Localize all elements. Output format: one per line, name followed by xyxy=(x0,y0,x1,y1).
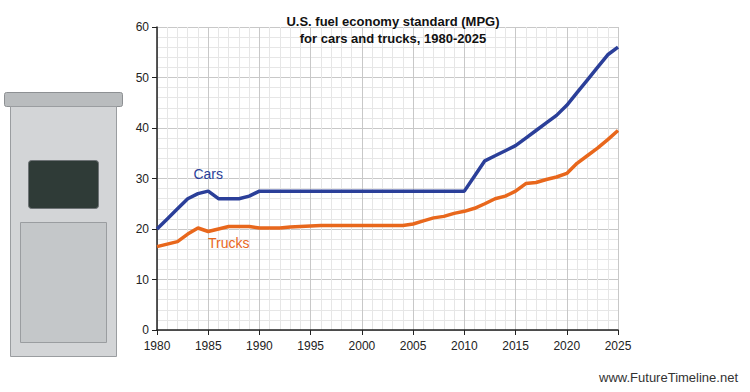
svg-text:1995: 1995 xyxy=(297,339,324,353)
svg-text:1980: 1980 xyxy=(144,339,171,353)
svg-text:2020: 2020 xyxy=(553,339,580,353)
svg-text:50: 50 xyxy=(136,71,150,85)
svg-text:20: 20 xyxy=(136,222,150,236)
svg-text:Trucks: Trucks xyxy=(208,235,249,251)
svg-text:www.FutureTimeline.net: www.FutureTimeline.net xyxy=(598,370,738,385)
svg-text:2015: 2015 xyxy=(502,339,529,353)
svg-text:0: 0 xyxy=(142,323,149,337)
svg-text:1985: 1985 xyxy=(195,339,222,353)
svg-text:2025: 2025 xyxy=(605,339,632,353)
svg-text:for cars and trucks, 1980-2025: for cars and trucks, 1980-2025 xyxy=(300,31,486,46)
svg-text:10: 10 xyxy=(136,273,150,287)
svg-text:30: 30 xyxy=(136,172,150,186)
svg-text:40: 40 xyxy=(136,121,150,135)
svg-text:2005: 2005 xyxy=(400,339,427,353)
svg-text:2000: 2000 xyxy=(349,339,376,353)
svg-text:1990: 1990 xyxy=(246,339,273,353)
svg-text:U.S. fuel economy standard (MP: U.S. fuel economy standard (MPG) xyxy=(286,14,499,29)
svg-text:60: 60 xyxy=(136,20,150,34)
svg-text:2010: 2010 xyxy=(451,339,478,353)
svg-text:Cars: Cars xyxy=(193,166,223,182)
